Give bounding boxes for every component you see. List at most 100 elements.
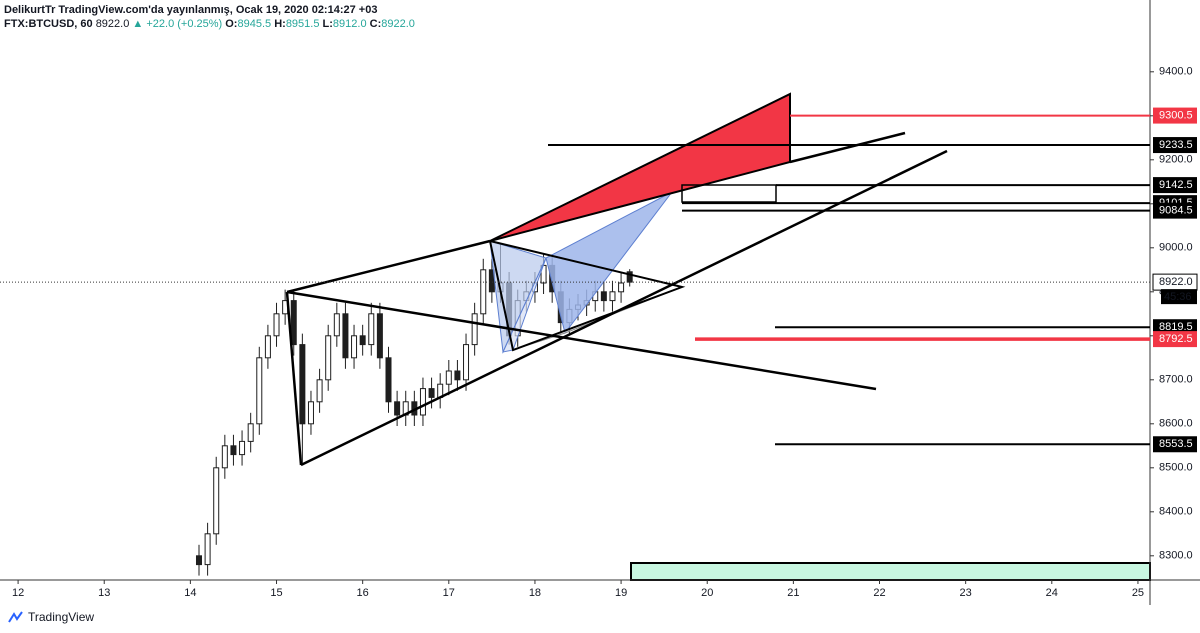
candle-body [342, 313, 349, 359]
candle-body [600, 291, 607, 302]
x-tick-label: 15 [270, 587, 282, 599]
chart: 8300.08400.08500.08600.08700.08800.08900… [0, 0, 1200, 605]
countdown-box [1161, 289, 1197, 305]
level-label: 8553.5 [1159, 438, 1193, 450]
level-label: 9084.5 [1159, 205, 1193, 217]
candle-body [299, 344, 306, 425]
candle-body [618, 282, 625, 293]
level-label: 9142.5 [1159, 179, 1193, 191]
candle-body [239, 440, 246, 456]
publisher-line: DelikurtTr TradingView.com'da yayınlanmı… [4, 4, 378, 16]
candle-body [221, 445, 228, 469]
x-tick-label: 19 [615, 587, 627, 599]
drawings [285, 92, 1151, 581]
candle-body [351, 335, 358, 359]
demand-zone [630, 562, 1151, 581]
candle-body [394, 401, 401, 416]
y-tick-label: 8400.0 [1159, 506, 1193, 518]
change: ▲ +22.0 (+0.25%) [132, 18, 223, 30]
x-tick-label: 13 [98, 587, 110, 599]
level-label: 9233.5 [1159, 139, 1193, 151]
y-tick-label: 9400.0 [1159, 66, 1193, 78]
x-tick-label: 25 [1132, 587, 1144, 599]
trendline [286, 290, 877, 391]
candle-body [195, 555, 202, 566]
legend-header: DelikurtTr TradingView.com'da yayınlanmı… [4, 3, 415, 31]
x-tick-label: 23 [960, 587, 972, 599]
y-tick-label: 8700.0 [1159, 374, 1193, 386]
level-label-box [1153, 107, 1197, 124]
y-tick-label: 9000.0 [1159, 242, 1193, 254]
x-tick-label: 14 [184, 587, 196, 599]
y-tick-label: 8300.0 [1159, 550, 1193, 562]
candle-body [463, 344, 470, 381]
candle-body [230, 445, 237, 456]
symbol: FTX:BTCUSD, 60 [4, 18, 93, 30]
y-tick-label: 8600.0 [1159, 418, 1193, 430]
wedge-red [489, 92, 791, 242]
level-label: 9300.5 [1159, 109, 1193, 121]
candle-body [445, 370, 452, 385]
level-label-box [1153, 177, 1197, 194]
candle-body [419, 388, 426, 416]
h-value: 8951.5 [285, 18, 320, 30]
candle-body [368, 313, 375, 346]
candle-body [454, 370, 461, 381]
candles [195, 243, 633, 576]
footer: TradingView [8, 610, 94, 624]
x-tick-label: 22 [873, 587, 885, 599]
candle-body [359, 335, 366, 346]
x-tick-label: 17 [443, 587, 455, 599]
l-label: L: [322, 18, 333, 30]
trendline [286, 239, 491, 294]
candle-body [213, 467, 220, 535]
candle-body [626, 271, 633, 283]
h-label: H: [274, 18, 286, 30]
y-tick-label: 9200.0 [1159, 154, 1193, 166]
brand: TradingView [28, 610, 95, 624]
candle-body [609, 291, 616, 302]
level-label-box [1153, 331, 1197, 348]
level-label-box [1153, 137, 1197, 154]
x-tick-label: 12 [12, 587, 24, 599]
x-tick-label: 16 [357, 587, 369, 599]
candle-body [290, 300, 297, 346]
range-box [681, 184, 777, 203]
candle-body [307, 401, 314, 425]
candle-body [333, 313, 340, 337]
level-label-box [1153, 436, 1197, 453]
o-value: 8945.5 [237, 18, 272, 30]
level-label-box [1153, 202, 1197, 219]
candle-body [247, 423, 254, 442]
candle-body [471, 313, 478, 346]
candle-body [256, 357, 263, 425]
candle-body [264, 335, 271, 359]
candle-body [385, 357, 392, 403]
x-tick-label: 24 [1046, 587, 1058, 599]
brand-logo [8, 611, 23, 623]
candle-body [273, 313, 280, 337]
x-tick-label: 18 [529, 587, 541, 599]
last-price: 8922.0 [95, 18, 130, 30]
trendline [789, 131, 906, 164]
level-label: 8819.5 [1159, 321, 1193, 333]
x-tick-label: 21 [787, 587, 799, 599]
candle-body [428, 388, 435, 398]
o-label: O: [225, 18, 238, 30]
c-label: C: [369, 18, 382, 30]
trendline [285, 291, 303, 466]
level-label: 8792.5 [1159, 333, 1193, 345]
symbol-line: FTX:BTCUSD, 60 8922.0 ▲ +22.0 (+0.25%) O… [4, 17, 415, 31]
candle-body [376, 313, 383, 359]
harmonic-leg [545, 191, 673, 335]
x-tick-label: 20 [701, 587, 713, 599]
candle-body [316, 379, 323, 403]
candle-body [325, 335, 332, 381]
triangle-outline [489, 240, 686, 352]
last-price-label: 8922.0 [1159, 276, 1193, 288]
candle-body [204, 533, 211, 566]
candle-body [480, 269, 487, 315]
y-tick-label: 8500.0 [1159, 462, 1193, 474]
l-value: 8912.0 [332, 18, 367, 30]
